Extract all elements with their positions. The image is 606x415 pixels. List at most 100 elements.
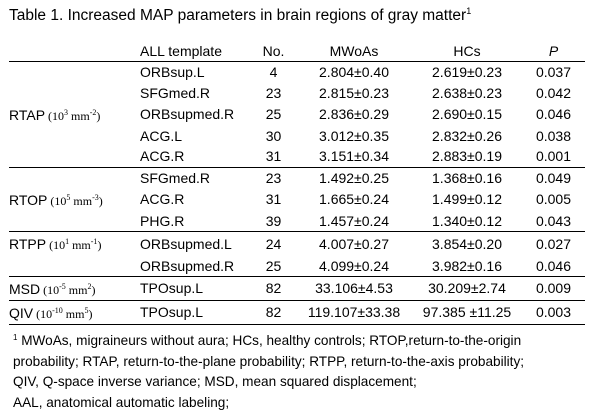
mwoas-cell: 1.665±0.24 bbox=[319, 191, 389, 208]
group-name: RTOP bbox=[9, 191, 48, 208]
hcs-cell: 2.883±0.19 bbox=[432, 148, 502, 165]
footnote-line: probability; RTAP, return-to-the-plane p… bbox=[13, 353, 525, 369]
group-unit-exp: 5 bbox=[66, 192, 71, 202]
p-value-cell: 0.038 bbox=[535, 127, 572, 144]
hcs-cell: 30.209±2.74 bbox=[412, 275, 522, 301]
mwoas-cell: 1.457±0.24 bbox=[319, 213, 389, 230]
group-name: MSD bbox=[9, 280, 41, 297]
group-label-cell: MSD (10-5 mm2) bbox=[9, 275, 140, 301]
table-row: QIV (10-10 mm5) TPOsup.L 82 119.107±33.38 97… bbox=[9, 299, 585, 325]
group-unit: (10 bbox=[36, 306, 53, 321]
group-unit-exp2: -2 bbox=[89, 107, 97, 117]
hcs-cell: 97.385 ±11.25 bbox=[412, 299, 522, 325]
footnotes: 1 MWoAs, migraineurs without aura; HCs, … bbox=[13, 328, 603, 413]
group-unit-end: ) bbox=[97, 238, 102, 253]
table-row: SFGmed.R 23 2.815±0.23 2.638±0.23 0.042 bbox=[9, 82, 585, 102]
footnote-line: 1 MWoAs, migraineurs without aura; HCs, … bbox=[13, 328, 603, 352]
title-footnote-mark: 1 bbox=[466, 6, 472, 16]
region-cell: ACG.R bbox=[140, 148, 185, 165]
table-title: Table 1. Increased MAP parameters in bra… bbox=[9, 6, 471, 25]
footnote-line: AAL, anatomical automatic labeling; bbox=[13, 394, 230, 410]
group-unit-exp: -10 bbox=[52, 305, 63, 315]
group-unit-rest: mm bbox=[62, 306, 85, 321]
hcs-cell: 2.690±0.15 bbox=[432, 106, 502, 123]
table-row: PHG.R 39 1.457±0.24 1.340±0.12 0.043 bbox=[9, 211, 585, 232]
number-cell: 30 bbox=[265, 127, 282, 144]
mwoas-cell: 3.151±0.34 bbox=[319, 148, 389, 165]
table-row: MSD (10-5 mm2) TPOsup.L 82 33.106±4.53 30.20… bbox=[9, 275, 585, 301]
mwoas-cell: 119.107±33.38 bbox=[296, 299, 412, 325]
footnote-line: QIV, Q-space inverse variance; MSD, mean… bbox=[13, 374, 417, 389]
header-empty bbox=[9, 40, 140, 62]
table-row: ORBsupmed.R 25 4.099±0.24 3.982±0.16 0.046 bbox=[9, 255, 585, 276]
region-cell: TPOsup.L bbox=[140, 299, 251, 325]
mwoas-cell: 33.106±4.53 bbox=[296, 275, 412, 301]
group-unit-rest: mm bbox=[70, 193, 93, 208]
table-row: RTPP (101 mm-1) ORBsupmed.L 24 4.007±0.27 3.… bbox=[9, 231, 585, 256]
region-cell: SFGmed.R bbox=[140, 166, 251, 188]
table-row: RTAP (103 mm-2) ORBsupmed.R 25 2.836±0.29 2.… bbox=[9, 103, 585, 126]
number-cell: 23 bbox=[265, 84, 282, 101]
mwoas-cell: 3.012±0.35 bbox=[319, 127, 389, 144]
group-unit: (10 bbox=[50, 193, 67, 208]
mwoas-cell: 2.836±0.29 bbox=[319, 106, 389, 123]
group-label-cell: RTAP (103 mm-2) bbox=[9, 103, 140, 126]
group-unit: (10 bbox=[43, 282, 60, 297]
p-value-cell: 0.046 bbox=[535, 257, 572, 274]
p-value-cell: 0.049 bbox=[522, 166, 585, 188]
hcs-cell: 3.982±0.16 bbox=[432, 257, 502, 274]
table-row: RTOP (105 mm-3) ACG.R 31 1.665±0.24 1.499±0.… bbox=[9, 188, 585, 211]
footnote-mark: 1 bbox=[13, 333, 18, 342]
group-unit-exp2: -3 bbox=[92, 192, 99, 202]
group-unit-exp2: 5 bbox=[84, 305, 89, 315]
region-cell: ORBsupmed.L bbox=[140, 231, 251, 256]
number-cell: 23 bbox=[251, 166, 296, 188]
hcs-cell: 3.854±0.20 bbox=[412, 231, 522, 256]
group-label-cell bbox=[9, 255, 140, 276]
number-cell: 31 bbox=[265, 191, 282, 208]
region-cell: SFGmed.R bbox=[140, 84, 211, 101]
number-cell: 39 bbox=[265, 213, 282, 230]
group-unit-rest: mm bbox=[69, 238, 91, 253]
number-cell: 82 bbox=[251, 275, 296, 301]
group-label-cell bbox=[9, 126, 140, 146]
p-value-cell: 0.046 bbox=[535, 106, 572, 123]
header-p: P bbox=[548, 42, 559, 59]
number-cell: 82 bbox=[251, 299, 296, 325]
group-label-cell: RTPP (101 mm-1) bbox=[9, 231, 140, 256]
hcs-cell: 2.638±0.23 bbox=[432, 84, 502, 101]
p-value-cell: 0.043 bbox=[535, 213, 572, 230]
hcs-cell: 2.832±0.26 bbox=[432, 127, 502, 144]
group-label-cell bbox=[9, 82, 140, 102]
group-name: RTAP bbox=[9, 106, 46, 123]
group-unit-rest: mm bbox=[65, 282, 88, 297]
mwoas-cell: 2.815±0.23 bbox=[319, 84, 389, 101]
hcs-cell: 2.619±0.23 bbox=[412, 61, 522, 83]
group-label-cell bbox=[9, 146, 140, 167]
group-label-cell: RTOP (105 mm-3) bbox=[9, 188, 140, 211]
hcs-cell: 1.340±0.12 bbox=[432, 213, 502, 230]
group-unit-exp: 1 bbox=[65, 237, 70, 247]
group-unit: (10 bbox=[48, 108, 65, 123]
p-value-cell: 0.001 bbox=[535, 148, 572, 165]
hcs-cell: 1.368±0.16 bbox=[412, 166, 522, 188]
p-value-cell: 0.037 bbox=[522, 61, 585, 83]
region-cell: PHG.R bbox=[140, 213, 185, 230]
region-cell: ACG.L bbox=[140, 127, 183, 144]
number-cell: 24 bbox=[251, 231, 296, 256]
table-row: ORBsup.L 4 2.804±0.40 2.619±0.23 0.037 bbox=[9, 61, 585, 83]
group-name: QIV bbox=[9, 304, 34, 321]
group-unit-end: ) bbox=[91, 282, 96, 297]
footnote-text: MWoAs, migraineurs without aura; HCs, he… bbox=[17, 333, 522, 348]
table-row: SFGmed.R 23 1.492±0.25 1.368±0.16 0.049 bbox=[9, 166, 585, 188]
table-row: ACG.R 31 3.151±0.34 2.883±0.19 0.001 bbox=[9, 146, 585, 167]
p-value-cell: 0.027 bbox=[522, 231, 585, 256]
region-cell: ORBsup.L bbox=[140, 61, 251, 83]
group-name: RTPP bbox=[9, 236, 47, 253]
region-cell: TPOsup.L bbox=[140, 275, 251, 301]
group-unit: (10 bbox=[49, 238, 66, 253]
group-unit-end: ) bbox=[96, 108, 101, 123]
p-value-cell: 0.042 bbox=[535, 84, 572, 101]
region-cell: ACG.R bbox=[140, 191, 185, 208]
group-unit-exp: 3 bbox=[64, 107, 69, 117]
